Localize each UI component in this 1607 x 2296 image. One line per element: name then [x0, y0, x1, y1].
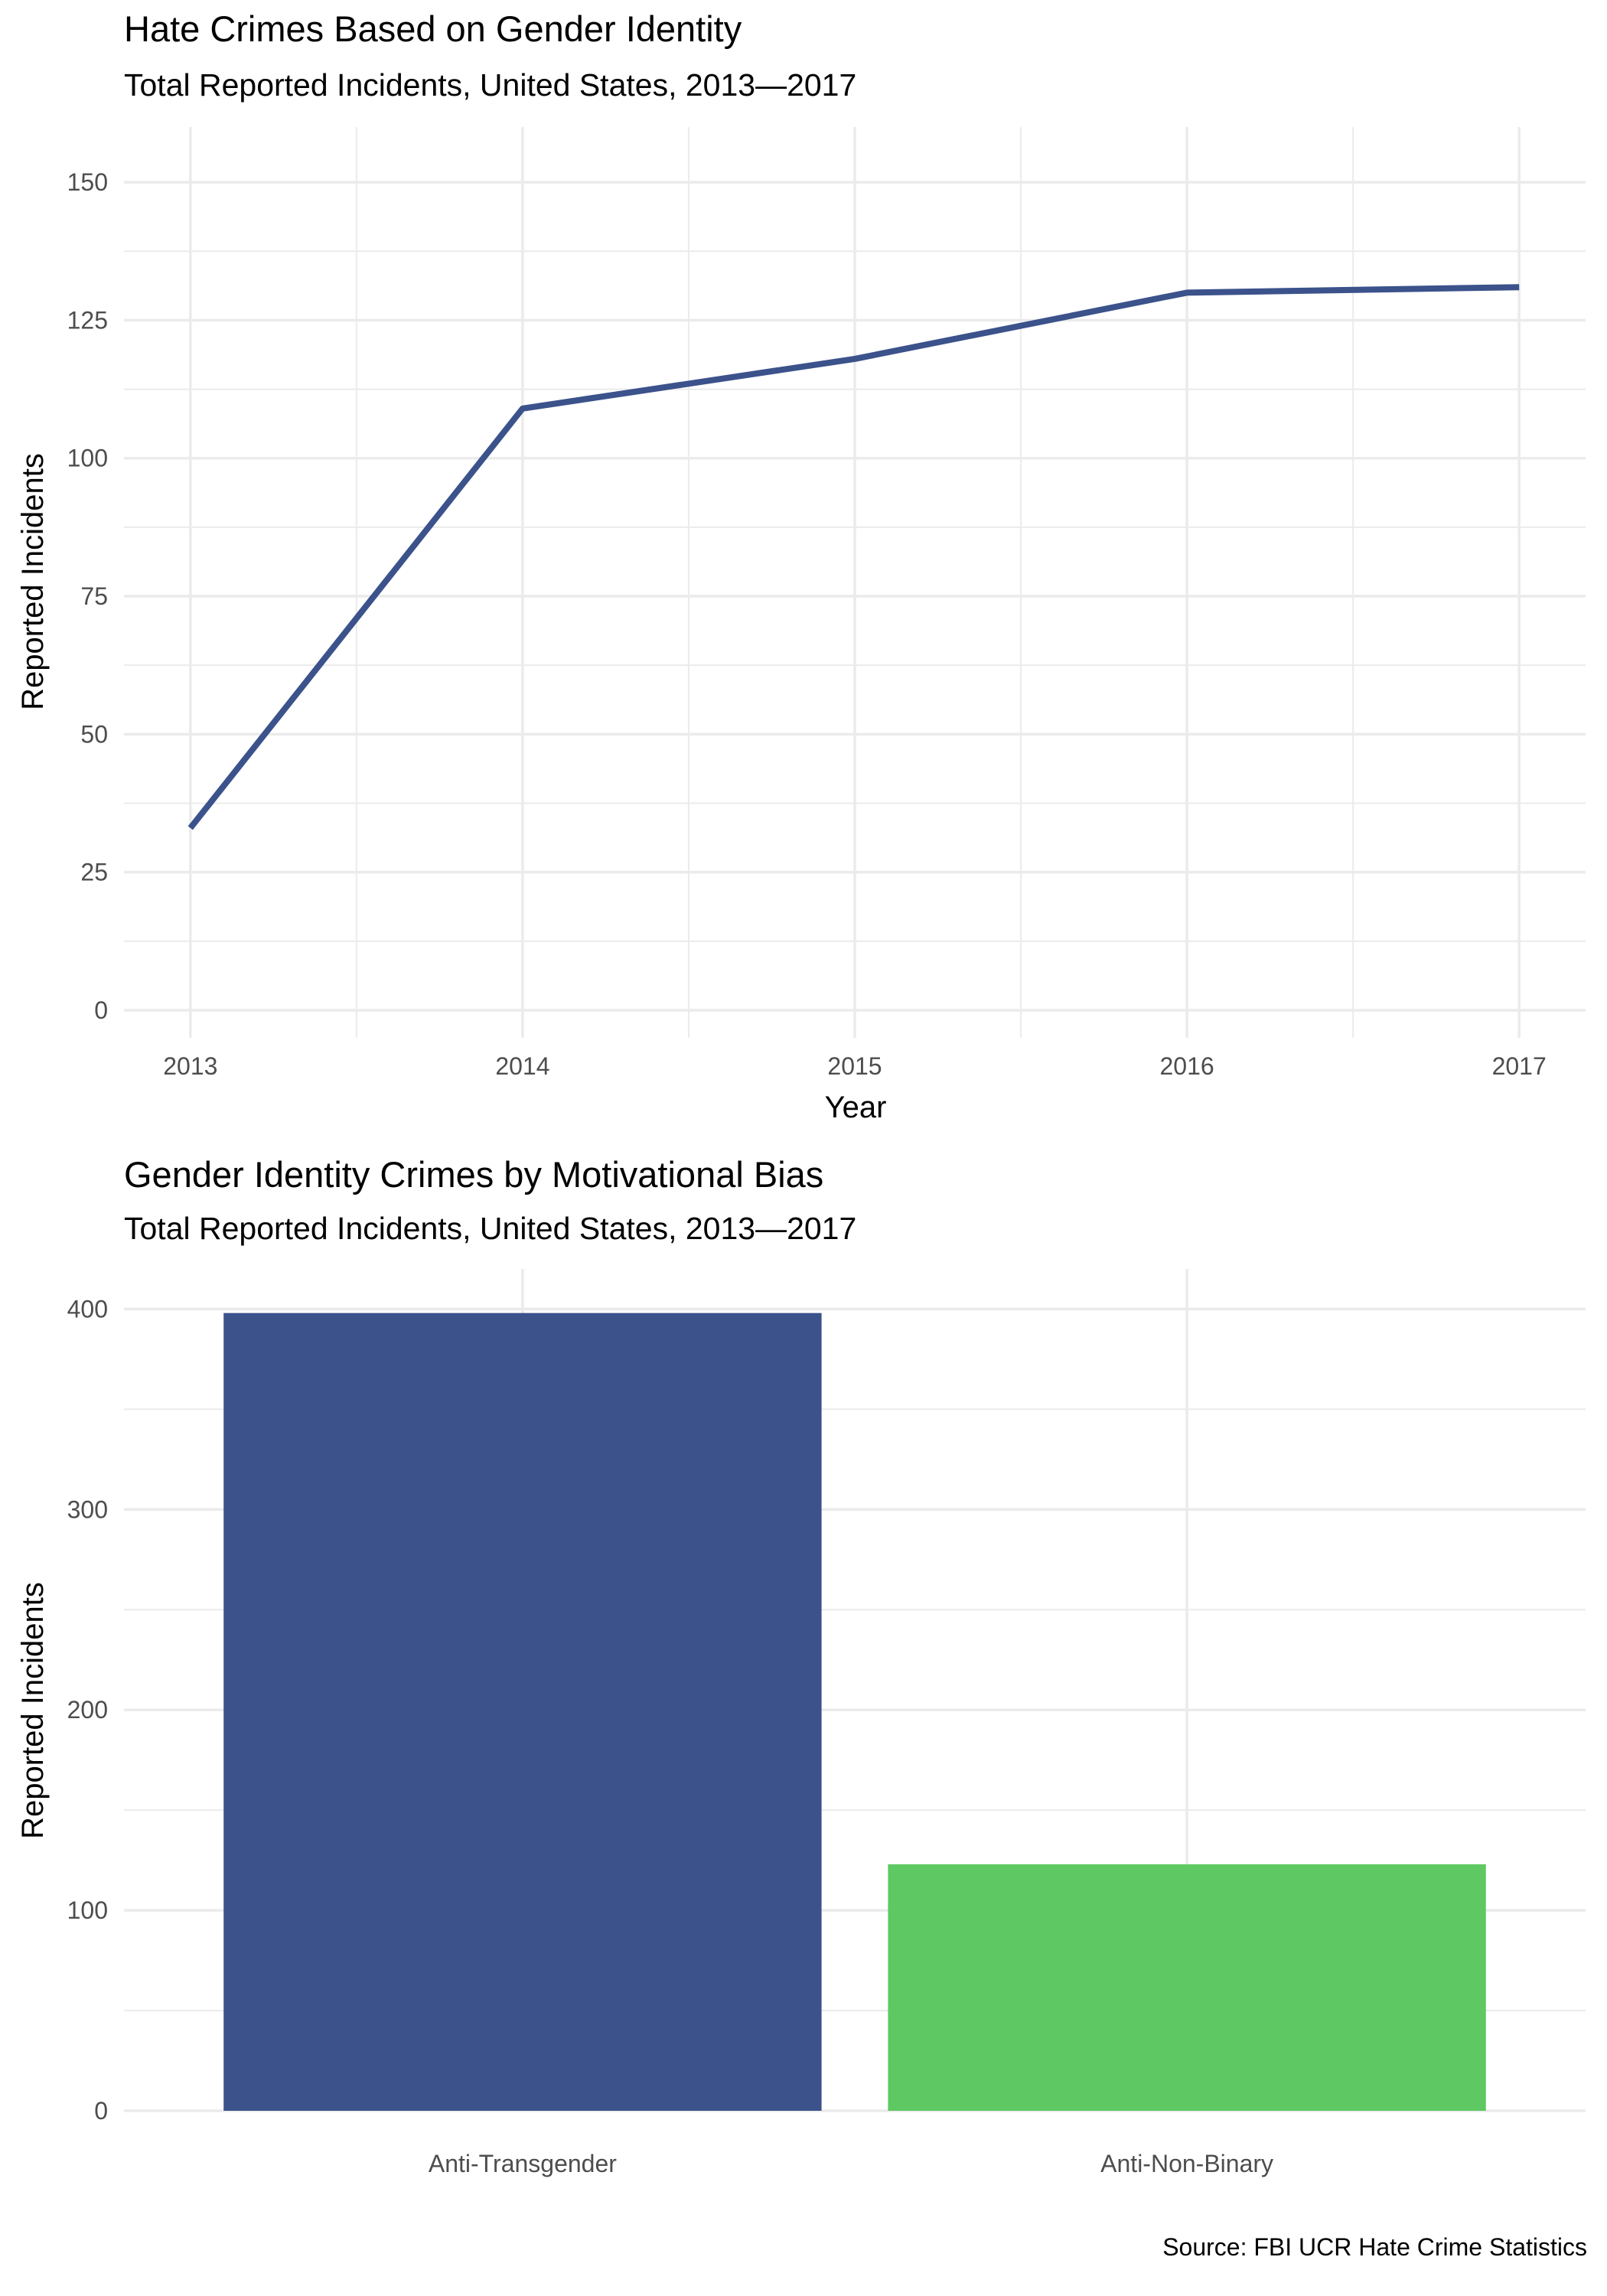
chart2-title: Gender Identity Crimes by Motivational B…: [124, 1154, 824, 1195]
chart2-subtitle: Total Reported Incidents, United States,…: [124, 1211, 857, 1246]
y-axis-label: Reported Incidents: [16, 453, 50, 710]
series-line: [187, 284, 1520, 830]
y-tick-label: 100: [67, 1896, 108, 1924]
line-chart: 0 25 50 75 100 125 150 2013 2014 2015 2016 2017 Ye…: [16, 127, 1586, 1124]
y-tick-label: 150: [67, 168, 108, 196]
bars: [223, 1313, 1486, 2111]
x-tick-label: Anti-Transgender: [429, 2150, 617, 2177]
x-tick-label: Anti-Non-Binary: [1100, 2150, 1273, 2177]
x-axis-label: Year: [825, 1091, 887, 1124]
bar-anti-non-binary: [888, 1864, 1486, 2111]
x-tick-labels: Anti-Transgender Anti-Non-Binary: [429, 2150, 1273, 2177]
x-tick-label: 2013: [163, 1052, 217, 1080]
chart1-title: Hate Crimes Based on Gender Identity: [124, 8, 742, 49]
chart1-subtitle: Total Reported Incidents, United States,…: [124, 67, 857, 103]
y-tick-label: 400: [67, 1295, 108, 1322]
y-tick-label: 200: [67, 1696, 108, 1724]
y-tick-label: 75: [80, 582, 108, 610]
y-tick-label: 125: [67, 306, 108, 334]
x-tick-label: 2016: [1159, 1052, 1214, 1080]
y-tick-labels: 0 25 50 75 100 125 150: [67, 168, 108, 1024]
y-tick-labels: 0 100 200 300 400: [67, 1295, 108, 2125]
major-gridlines: [124, 127, 1586, 1038]
x-tick-label: 2015: [827, 1052, 882, 1080]
y-tick-label: 50: [80, 720, 108, 748]
x-tick-label: 2017: [1492, 1052, 1547, 1080]
y-tick-label: 25: [80, 859, 108, 886]
source-caption: Source: FBI UCR Hate Crime Statistics: [1162, 2233, 1587, 2261]
y-tick-label: 0: [94, 996, 108, 1024]
y-tick-label: 300: [67, 1495, 108, 1523]
series-line-path: [187, 284, 1520, 830]
y-tick-label: 0: [94, 2097, 108, 2125]
x-tick-labels: 2013 2014 2015 2016 2017: [163, 1052, 1547, 1080]
y-axis-label: Reported Incidents: [16, 1582, 50, 1839]
x-tick-label: 2014: [495, 1052, 549, 1080]
y-tick-label: 100: [67, 445, 108, 472]
bar-anti-transgender: [223, 1313, 822, 2111]
